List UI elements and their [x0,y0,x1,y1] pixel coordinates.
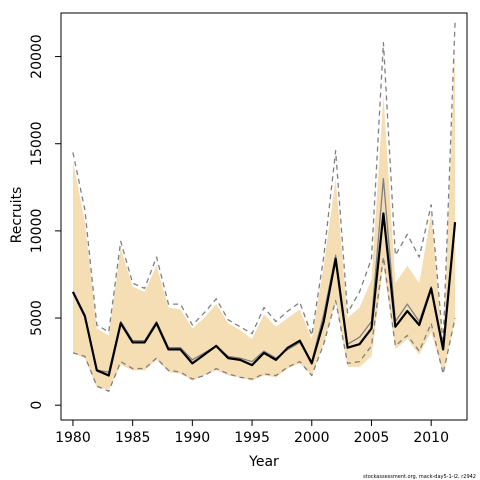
plot-frame [60,12,468,421]
source-annotation: stockassessment.org, mack-day5-1-l2, r29… [363,474,476,480]
confidence-band-layer [72,47,456,390]
confidence-band [72,47,456,390]
estimate-line [71,212,457,377]
x-tick-label: 1990 [175,430,211,446]
y-tick-label: 20000 [29,34,45,79]
x-tick-label: 2000 [294,430,330,446]
y-tick-label: 0 [29,401,45,410]
x-tick-label: 2010 [413,430,449,446]
x-tick-label: 1980 [55,430,91,446]
series-lines-layer [71,21,457,392]
y-tick-label: 15000 [29,121,45,166]
y-axis: 0 5000 10000 15000 20000 [29,34,61,410]
x-tick-label: 1985 [115,430,151,446]
x-axis: 1980 1985 1990 1995 2000 2005 2010 [55,420,449,446]
x-tick-label: 2005 [354,430,390,446]
y-tick-label: 5000 [29,300,45,336]
x-tick-label: 1995 [234,430,270,446]
y-axis-label: Recruits [9,187,25,244]
upper-interval-line [72,21,456,345]
x-axis-label: Year [248,454,279,470]
median-line [72,177,456,373]
y-tick-label: 10000 [29,209,45,254]
lower-interval-line [72,256,456,392]
